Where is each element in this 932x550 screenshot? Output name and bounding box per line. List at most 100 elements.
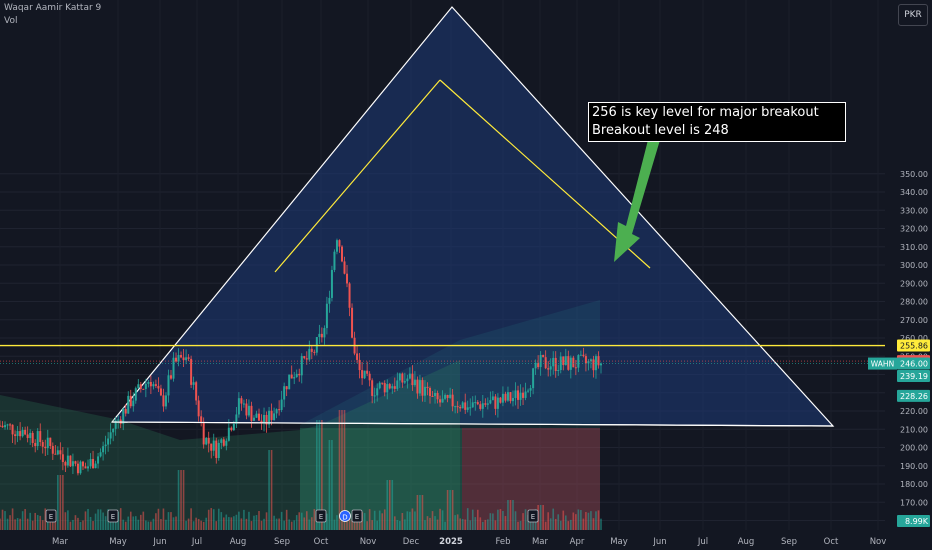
volume-bar [421,495,424,530]
volume-bar [82,520,84,530]
candle-body [320,333,323,338]
candle-body [81,461,84,467]
volume-bar [476,509,479,530]
candle-body [366,370,369,374]
candle-body [403,381,406,383]
x-tick-label: Oct [824,537,839,547]
y-tick-label: 190.00 [900,462,928,471]
candle-body [315,337,318,353]
candle-body [393,386,396,389]
volume-bar [29,512,31,530]
candle-body [278,409,281,411]
volume-bar [378,510,381,530]
candle-body [373,395,376,397]
volume-bar [36,515,39,530]
candle-body [39,431,42,443]
candle-body [107,438,110,445]
candle-body [358,359,361,371]
x-tick-label: Feb [495,537,510,547]
candle-body [232,423,235,431]
volume-bar [180,470,182,530]
candle-body [517,390,520,400]
candle-body [491,396,494,401]
volume-bar [265,512,268,530]
volume-bar [248,511,250,530]
candle-body [589,359,592,362]
ticker-badge-label: WAHN [871,360,894,369]
candle-body [356,353,359,360]
candle-body [371,380,374,396]
volume-bar [210,508,213,530]
volume-bar [549,518,552,530]
volume-bar [383,509,386,530]
volume-bar [255,515,258,530]
annotation-line-1: 256 is key level for major breakout [592,105,819,120]
volume-bar [273,515,275,530]
volume-bar [497,509,499,530]
volume-bar [401,513,404,530]
volume-bar [278,518,280,530]
candle-body [139,384,142,389]
volume-bar [464,519,467,530]
volume-bar [215,521,218,530]
candle-body [104,444,107,447]
volume-bar [250,521,253,530]
volume-bar [202,521,205,530]
candle-body [26,434,29,439]
candle-body [4,425,7,428]
candle-body [597,356,600,366]
y-tick-label: 310.00 [900,243,928,252]
candle-body [152,384,155,387]
candle-body [122,408,125,424]
volume-bar [373,510,376,530]
candle-body [36,431,39,447]
volume-bar [595,511,597,530]
volume-bar [564,515,567,530]
price-label-bg [897,515,930,527]
volume-bar [499,509,502,530]
volume-bar [393,516,396,530]
candle-body [456,406,459,408]
candle-body [127,395,130,414]
candle-body [285,386,288,390]
x-tick-label: Sep [274,537,290,547]
candle-body [11,424,14,435]
dividend-marker-label: D [342,514,347,522]
candle-body [187,357,190,359]
volume-bar [4,511,6,530]
volume-bar [554,518,557,530]
volume-bar [351,520,353,530]
volume-bar [190,508,192,530]
x-tick-label: Jul [697,537,708,547]
candle-body [562,356,565,366]
candle-body [237,398,240,415]
volume-bar [195,517,197,530]
y-tick-label: 300.00 [900,261,928,270]
volume-bar [132,516,135,530]
volume-bar [313,509,316,530]
x-tick-label: Aug [738,537,755,547]
time-axis-bg [0,530,932,550]
candle-body [401,373,404,383]
volume-bar [456,514,459,530]
candle-body [200,416,203,422]
candle-body [260,420,263,423]
candle-body [207,437,210,444]
volume-bar [150,521,152,530]
currency-button[interactable]: PKR [898,4,928,26]
volume-bar [283,520,285,530]
volume-bar [172,517,175,530]
volume-bar [157,508,160,530]
candle-body [381,382,384,384]
x-tick-label: Aug [230,537,247,547]
candle-body [529,388,532,391]
x-tick-label: Apr [570,537,585,547]
candle-body [154,384,157,386]
price-label: 255.86 [900,342,928,351]
candle-body [66,455,69,466]
volume-bar [502,510,504,530]
volume-bar [482,521,484,530]
volume-bar [338,410,341,530]
volume-bar [363,513,366,530]
